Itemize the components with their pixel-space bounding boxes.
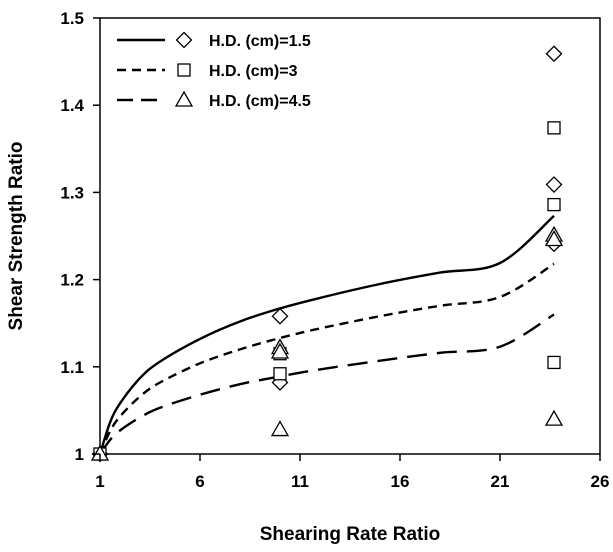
trend-line-diamond xyxy=(98,214,555,455)
data-point-triangle xyxy=(270,342,290,359)
legend-label: H.D. (cm)=4.5 xyxy=(209,93,311,110)
y-tick-label: 1 xyxy=(75,445,84,464)
y-axis-ticks: 1 1.1 1.2 1.3 1.4 1.5 xyxy=(60,9,100,464)
legend-label: H.D. (cm)=3 xyxy=(209,63,298,80)
x-tick-label: 1 xyxy=(95,472,104,491)
x-tick-label: 21 xyxy=(491,472,510,491)
legend-marker-diamond xyxy=(175,31,193,49)
y-tick-label: 1.1 xyxy=(60,358,84,377)
data-point-triangle xyxy=(270,420,290,437)
y-tick-label: 1.4 xyxy=(60,96,84,115)
data-point-triangle xyxy=(544,230,564,247)
trend-line-square xyxy=(98,262,555,455)
x-axis-ticks: 1 6 11 16 21 26 xyxy=(95,454,609,491)
data-point-square xyxy=(547,197,561,212)
data-point-square xyxy=(273,367,287,381)
x-axis-title: Shearing Rate Ratio xyxy=(260,524,441,545)
y-axis-title: Shear Strength Ratio xyxy=(6,142,27,331)
legend: H.D. (cm)=1.5 H.D. (cm)=3 H.D. (cm)=4.5 xyxy=(117,31,311,110)
data-point-square xyxy=(547,355,561,370)
legend-label: H.D. (cm)=1.5 xyxy=(209,33,311,50)
x-tick-label: 11 xyxy=(291,472,309,491)
data-point-triangle xyxy=(544,409,564,426)
legend-marker-triangle xyxy=(174,90,194,107)
x-tick-label: 6 xyxy=(195,472,204,491)
y-tick-label: 1.5 xyxy=(60,9,84,28)
y-tick-label: 1.3 xyxy=(60,183,84,202)
data-point-square xyxy=(547,121,561,135)
plot-area xyxy=(99,17,601,455)
data-point-diamond xyxy=(545,45,563,63)
trend-line-triangle xyxy=(99,313,555,455)
x-tick-label: 16 xyxy=(391,472,410,491)
data-markers xyxy=(90,45,564,463)
x-tick-label: 26 xyxy=(591,472,610,491)
plot-area-border xyxy=(99,17,601,455)
data-point-diamond xyxy=(545,176,563,193)
y-tick-label: 1.2 xyxy=(60,271,84,290)
legend-marker-square xyxy=(177,63,191,77)
data-point-diamond xyxy=(271,307,289,325)
trend-lines xyxy=(98,214,555,455)
